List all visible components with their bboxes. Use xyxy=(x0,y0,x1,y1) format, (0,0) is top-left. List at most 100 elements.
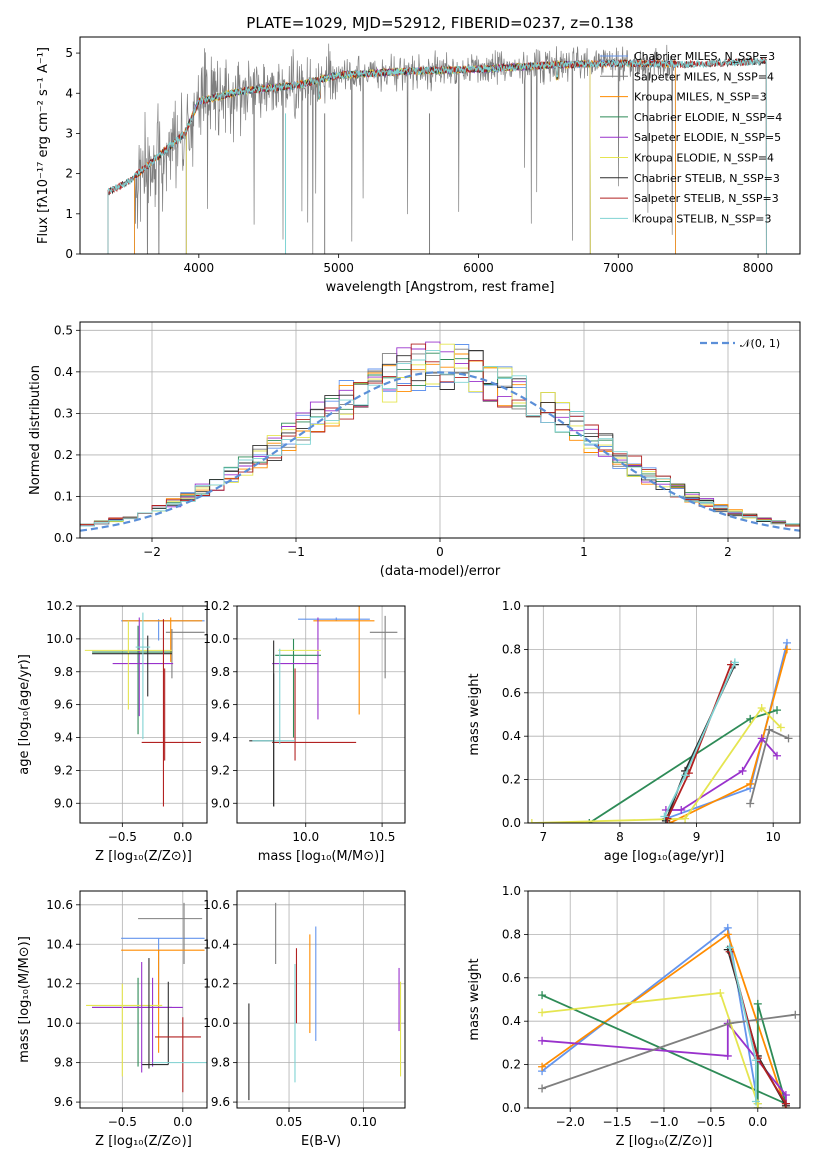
x-tick-label: 1 xyxy=(580,545,588,559)
y-tick-label: 0.1 xyxy=(54,489,73,503)
x-tick-label: −1.0 xyxy=(649,1115,678,1129)
y-tick-label: 9.6 xyxy=(211,1095,230,1109)
marks xyxy=(249,606,398,807)
series-kroupa-elodie xyxy=(528,703,785,823)
point-marker xyxy=(746,799,755,808)
x-tick-label: −1.5 xyxy=(603,1115,632,1129)
point-marker xyxy=(725,943,734,952)
y-tick-label: 0.4 xyxy=(502,729,521,743)
y-tick-label: 0.4 xyxy=(502,1014,521,1028)
y-tick-label: 0.2 xyxy=(502,773,521,787)
x-tick-label: 4000 xyxy=(184,261,215,275)
y-tick-label: 9.8 xyxy=(54,665,73,679)
y-tick-label: 10.2 xyxy=(46,599,73,613)
legend-entry: Kroupa ELODIE, N_SSP=4 xyxy=(634,152,774,165)
x-tick-label: −2.0 xyxy=(556,1115,585,1129)
y-tick-label: 9.2 xyxy=(54,763,73,777)
x-axis-label: (data-model)/error xyxy=(380,564,501,579)
y-tick-label: 5 xyxy=(65,46,73,60)
y-tick-label: 10.4 xyxy=(46,937,73,951)
y-tick-label: 10.2 xyxy=(203,599,230,613)
hist-kroupa-stelib xyxy=(80,350,800,538)
x-tick-label: 7000 xyxy=(603,261,634,275)
legend-entry: Kroupa STELIB, N_SSP=3 xyxy=(634,212,772,225)
series-salpeter-miles xyxy=(746,725,793,808)
plot-area xyxy=(237,891,405,1108)
y-tick-label: 4 xyxy=(65,86,73,100)
point-kroupa-elodie xyxy=(86,983,163,1077)
point-marker xyxy=(781,1099,790,1108)
point-marker xyxy=(784,734,793,743)
point-marker xyxy=(538,1084,547,1093)
y-tick-label: 0.8 xyxy=(502,642,521,656)
point-marker xyxy=(746,779,755,788)
axes-frame xyxy=(527,890,801,1109)
y-tick-label: 10.0 xyxy=(203,1016,230,1030)
series-chabrier-elodie xyxy=(585,706,782,823)
point-marker xyxy=(681,814,690,823)
point-salpeter-stelib xyxy=(154,1017,201,1093)
point-marker xyxy=(538,1062,547,1071)
x-tick-label: 0 xyxy=(436,545,444,559)
plot-area xyxy=(528,606,800,823)
y-tick-label: 0.2 xyxy=(54,448,73,462)
panel-6: 0.05 0.10 9.6 9.8 10.0 10.2 10.4 10.6 E(B-V) xyxy=(203,890,406,1149)
point-marker xyxy=(751,1056,760,1065)
point-marker xyxy=(791,1010,800,1019)
axes-frame xyxy=(236,890,406,1109)
x-tick-label: 10.5 xyxy=(369,830,396,844)
x-tick-label: 10 xyxy=(766,830,781,844)
point-marker xyxy=(730,658,739,667)
y-tick-label: 1 xyxy=(65,207,73,221)
point-marker xyxy=(716,988,725,997)
plot-area xyxy=(80,606,207,823)
marks xyxy=(86,902,207,1093)
panel-3: 10.0 10.5 9.0 9.2 9.4 9.6 9.8 10.0 10.2 mass [log… xyxy=(203,599,406,864)
marks xyxy=(528,638,793,823)
x-tick-label: 9 xyxy=(693,830,701,844)
x-tick-label: 8000 xyxy=(743,261,774,275)
point-salpeter-stelib xyxy=(272,668,357,761)
axes-frame xyxy=(79,321,801,539)
point-marker xyxy=(528,819,536,823)
point-marker xyxy=(776,723,785,732)
x-tick-label: −0.5 xyxy=(108,830,137,844)
point-marker xyxy=(773,751,782,760)
y-tick-label: 9.6 xyxy=(54,698,73,712)
legend-entry: Salpeter STELIB, N_SSP=3 xyxy=(634,192,779,205)
point-marker xyxy=(751,1097,760,1106)
point-chabrier-stelib xyxy=(92,635,172,697)
point-chabrier-stelib xyxy=(141,981,169,1066)
plot-area xyxy=(237,606,405,823)
marks xyxy=(80,341,800,538)
axes-frame xyxy=(79,605,208,824)
legend-entry: 𝒩(0, 1) xyxy=(740,337,780,350)
x-tick-label: −2 xyxy=(143,545,161,559)
point-chabrier-elodie xyxy=(92,625,172,735)
legend-entry: Chabrier STELIB, N_SSP=3 xyxy=(634,172,780,185)
y-tick-label: 9.4 xyxy=(54,731,73,745)
x-tick-label: 7 xyxy=(540,830,548,844)
point-marker xyxy=(753,1104,762,1108)
x-axis-label: Z [log₁₀(Z/Z⊙)] xyxy=(95,1134,192,1149)
y-tick-label: 0 xyxy=(65,247,73,261)
y-tick-label: 9.2 xyxy=(211,763,230,777)
point-kroupa-elodie xyxy=(84,620,172,710)
point-marker xyxy=(538,1036,547,1045)
panel-0: 4000 5000 6000 7000 8000 0 1 2 3 4 5 wavelength [An… xyxy=(36,36,801,295)
x-tick-label: 10.0 xyxy=(292,830,319,844)
marks xyxy=(107,43,767,254)
point-kroupa-miles xyxy=(121,949,205,1053)
point-marker xyxy=(585,819,594,823)
point-salpeter-miles xyxy=(138,902,203,964)
axes-frame xyxy=(236,605,406,824)
y-tick-label: 3 xyxy=(65,126,73,140)
point-marker xyxy=(757,703,766,712)
axes-frame xyxy=(527,605,801,824)
y-tick-label: 0.6 xyxy=(502,686,521,700)
x-tick-label: 5000 xyxy=(323,261,354,275)
normal-curve xyxy=(80,371,800,532)
legend-entry: Chabrier MILES, N_SSP=3 xyxy=(634,50,775,63)
x-axis-label: Z [log₁₀(Z/Z⊙)] xyxy=(616,1134,713,1149)
x-axis-label: mass [log₁₀(M/M⊙)] xyxy=(258,849,385,864)
